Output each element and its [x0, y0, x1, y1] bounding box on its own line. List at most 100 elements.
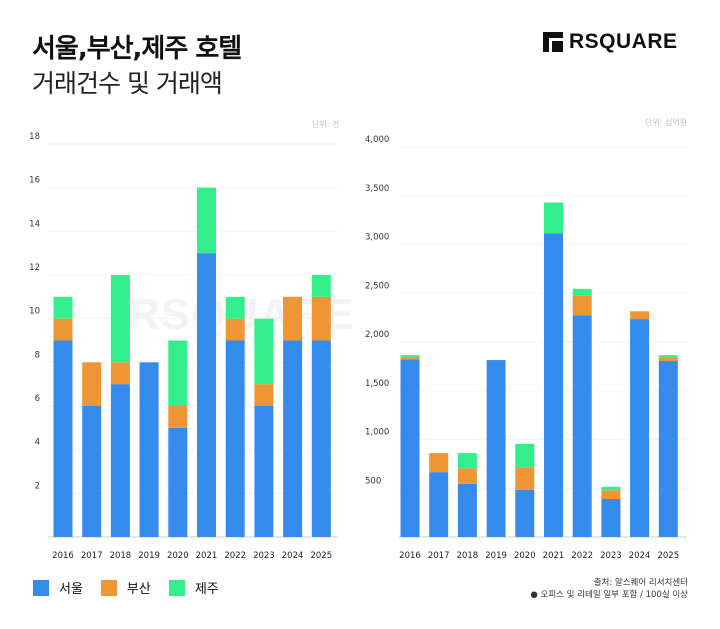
y-tick-label: 4: [35, 438, 40, 448]
bar-segment-2018-제주: [457, 453, 477, 469]
bar-segment-2016-부산: [400, 357, 420, 360]
y-tick-label: 10: [29, 307, 40, 317]
bar-segment-2023-부산: [601, 490, 621, 499]
bar-segment-2020-서울: [168, 427, 188, 537]
y-tick-label: 8: [35, 350, 40, 360]
page-title: 서울,부산,제주 호텔: [32, 34, 242, 64]
bar-segment-2022-부산: [572, 295, 592, 316]
bar-segment-2025-부산: [658, 357, 678, 362]
bar-segment-2022-제주: [225, 296, 245, 319]
bar-segment-2025-부산: [311, 296, 331, 341]
right-unit-label: 단위: 십억원: [645, 118, 688, 127]
y-tick-label: 2,000: [365, 330, 389, 340]
bar-segment-2017-부산: [82, 362, 102, 406]
y-tick-label: 4,000: [365, 135, 389, 145]
x-tick-label: 2018: [457, 551, 479, 561]
y-tick-label: 2: [35, 481, 40, 491]
bar-segment-2020-서울: [515, 489, 535, 537]
bar-segment-2016-부산: [53, 318, 73, 341]
bar-segment-2016-제주: [400, 355, 420, 358]
bar-segment-2022-부산: [225, 318, 245, 341]
bar-segment-2025-서울: [311, 340, 331, 537]
bar-segment-2018-서울: [110, 384, 130, 537]
x-tick-label: 2025: [657, 551, 679, 561]
source-note: 출처: 알스퀘어 리서치센터 ● 오피스 및 리테일 일부 포함 / 100실 …: [530, 577, 688, 601]
bar-segment-2024-서울: [283, 340, 303, 537]
legend-item-seoul: 서울: [33, 578, 83, 597]
bar-segment-2021-제주: [544, 202, 563, 234]
left-unit-label: 단위: 건: [312, 120, 340, 129]
legend-item-busan: 부산: [100, 578, 151, 597]
bar-segment-2025-서울: [658, 361, 678, 537]
x-tick-label: 2022: [571, 551, 593, 561]
x-tick-label: 2021: [196, 551, 218, 561]
bar-segment-2018-부산: [110, 362, 130, 385]
bar-segment-2024-부산: [283, 296, 303, 341]
bar-segment-2017-서울: [82, 406, 102, 537]
bar-segment-2018-서울: [457, 483, 477, 537]
y-tick-label: 3,000: [365, 233, 389, 243]
x-tick-label: 2017: [428, 551, 450, 561]
bar-segment-2019-서울: [486, 360, 506, 537]
y-tick-label: 16: [29, 176, 40, 186]
legend-swatch: [100, 579, 117, 596]
bar-segment-2016-서울: [400, 359, 420, 537]
bar-segment-2016-서울: [53, 340, 73, 537]
bar-segment-2018-부산: [457, 468, 477, 484]
x-tick-label: 2024: [629, 551, 651, 561]
bar-segment-2021-제주: [197, 187, 216, 254]
y-tick-label: 2,500: [365, 281, 389, 291]
bar-segment-2023-서울: [254, 406, 274, 537]
bar-segment-2020-부산: [515, 467, 535, 490]
bar-segment-2023-서울: [601, 498, 621, 537]
bar-segment-2019-서울: [139, 362, 159, 537]
page-subtitle: 거래건수 및 거래액: [32, 69, 223, 98]
y-tick-label: 12: [29, 263, 40, 273]
x-tick-label: 2020: [514, 551, 536, 561]
bar-segment-2022-제주: [572, 288, 592, 296]
y-tick-label: 6: [35, 394, 40, 404]
bar-segment-2023-제주: [254, 318, 274, 385]
bar-segment-2017-부산: [429, 453, 449, 473]
bar-segment-2017-서울: [429, 472, 449, 537]
bar-segment-2018-제주: [110, 275, 130, 363]
y-tick-label: 18: [29, 132, 40, 142]
x-tick-label: 2023: [253, 551, 275, 561]
bar-segment-2022-서울: [572, 315, 592, 537]
bar-segment-2023-부산: [254, 384, 274, 406]
legend-swatch: [168, 579, 185, 596]
logo-text: RSQUARE: [569, 30, 678, 53]
x-tick-label: 2025: [310, 551, 332, 561]
x-tick-label: 2017: [81, 551, 103, 561]
bar-segment-2020-제주: [168, 340, 188, 406]
y-tick-label: 500: [365, 476, 381, 486]
bar-segment-2020-부산: [168, 406, 188, 428]
y-tick-label: 1,000: [365, 428, 389, 438]
y-tick-label: 3,500: [365, 184, 389, 194]
source-text: 출처: 알스퀘어 리서치센터: [593, 578, 688, 588]
legend-item-jeju: 제주: [168, 578, 219, 597]
bar-segment-2024-서울: [630, 319, 650, 537]
legend: 서울 부산 제주: [33, 578, 219, 597]
bar-segment-2023-제주: [601, 486, 621, 491]
y-tick-label: 14: [29, 219, 40, 229]
legend-swatch: [33, 579, 49, 596]
y-tick-label: 1,500: [365, 379, 389, 389]
rsquare-logo: RSQUARE: [543, 30, 678, 54]
bar-segment-2021-서울: [544, 233, 563, 537]
bar-segment-2016-제주: [53, 296, 73, 319]
footnote-text: ● 오피스 및 리테일 일부 포함 / 100실 이상: [530, 590, 688, 600]
x-tick-label: 2018: [110, 551, 132, 561]
bar-segment-2022-서울: [225, 340, 245, 537]
x-tick-label: 2023: [600, 551, 622, 561]
bar-segment-2024-부산: [630, 311, 650, 320]
x-tick-label: 2016: [399, 551, 421, 561]
x-tick-label: 2019: [485, 551, 507, 561]
x-tick-label: 2022: [224, 551, 246, 561]
logo-mark-icon: [543, 32, 563, 52]
bar-segment-2020-제주: [515, 443, 535, 468]
bar-segment-2021-서울: [197, 253, 216, 537]
bar-segment-2025-제주: [311, 275, 331, 297]
x-tick-label: 2020: [167, 551, 189, 561]
